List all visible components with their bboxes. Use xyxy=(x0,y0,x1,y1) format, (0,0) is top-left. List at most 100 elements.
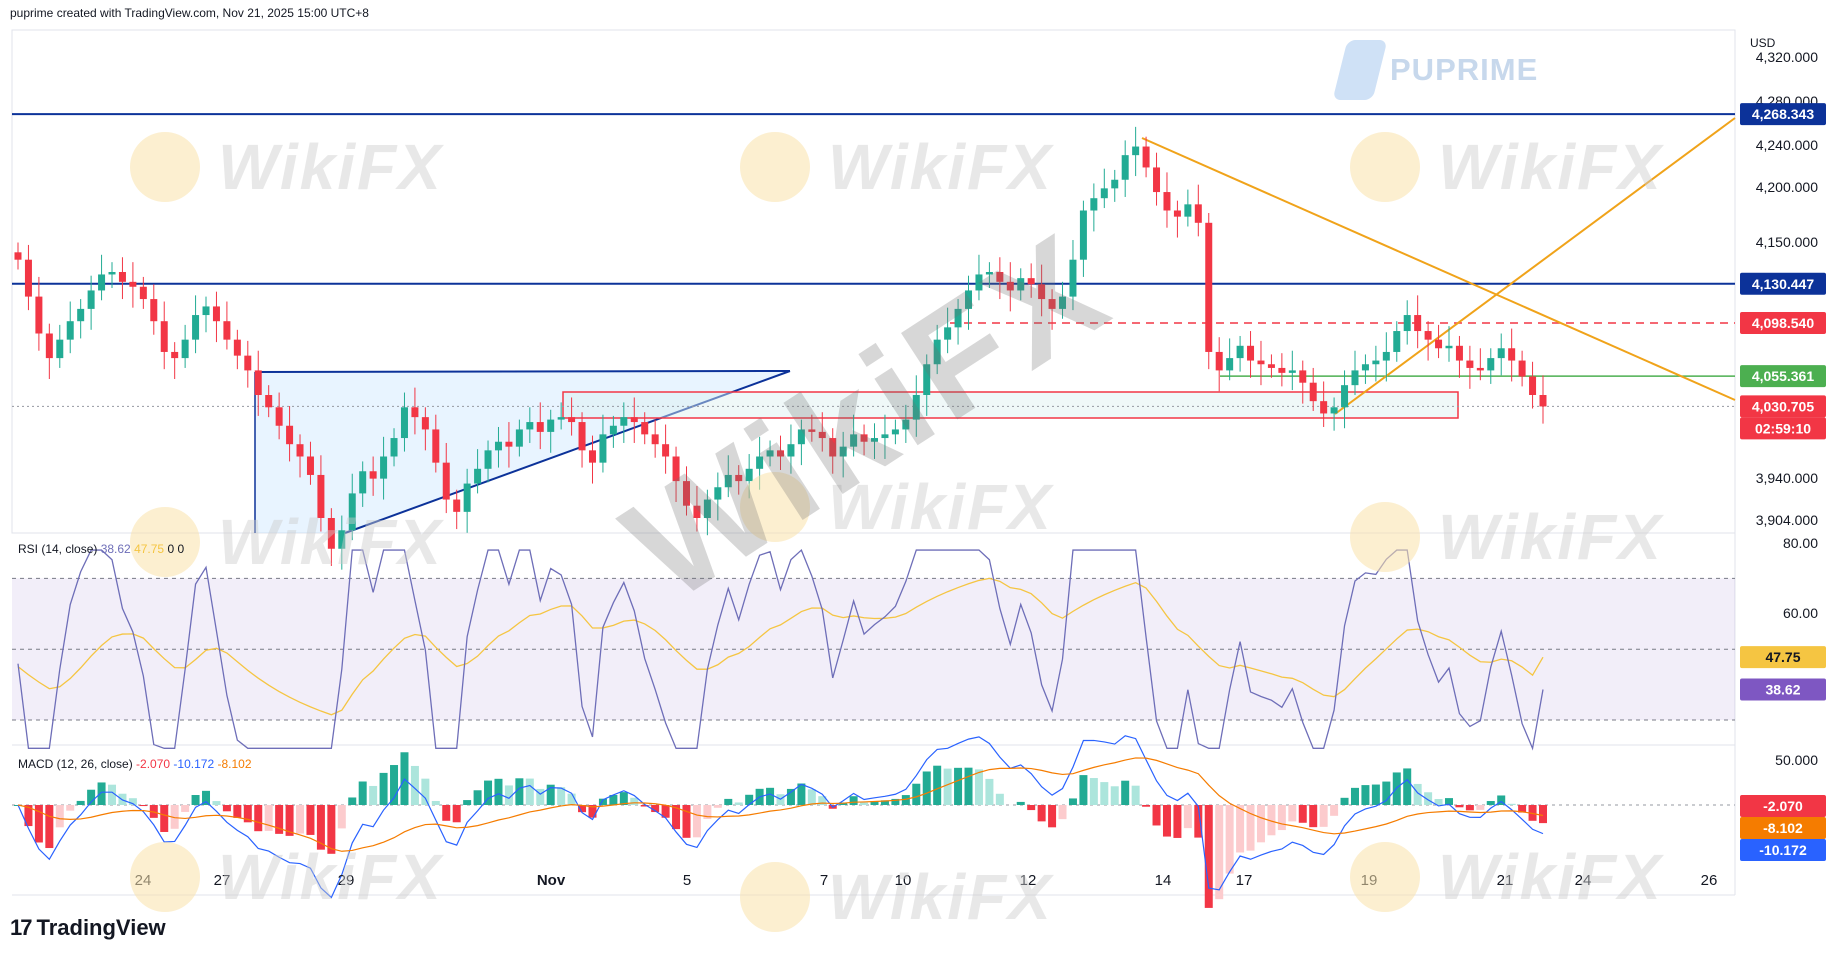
candle-body xyxy=(1038,284,1046,300)
candle xyxy=(442,442,450,514)
macd-histogram-bar xyxy=(682,805,691,838)
candle-body xyxy=(212,306,220,322)
candle-body xyxy=(902,419,910,430)
rsi-ma-value: 47.75 xyxy=(134,542,165,556)
price-tag-upper-resistance-text: 4,268.343 xyxy=(1752,106,1814,122)
price-tag-last-price: 4,030.705 xyxy=(1740,395,1826,418)
macd-histogram-bar xyxy=(1424,792,1433,805)
candle xyxy=(871,423,879,459)
candle xyxy=(1487,348,1495,384)
candle xyxy=(212,291,220,343)
candle-body xyxy=(411,407,419,418)
candle-body xyxy=(1184,204,1192,217)
price-tag-green-level-bg xyxy=(1740,365,1826,388)
macd-histogram-bar xyxy=(1340,797,1349,805)
candle-body xyxy=(641,422,649,435)
candle xyxy=(1330,397,1338,431)
candle-body xyxy=(1163,192,1171,211)
macd-histogram-bar xyxy=(1162,805,1171,837)
macd-histogram-bar xyxy=(974,769,983,805)
candle-body xyxy=(1341,385,1349,408)
macd-histogram-bar xyxy=(358,781,367,805)
macd-histogram-bar xyxy=(1016,801,1025,805)
candle-body xyxy=(296,444,304,457)
candle-body xyxy=(369,471,377,479)
candle-body xyxy=(797,429,805,445)
candle xyxy=(359,461,367,507)
candle xyxy=(108,262,116,288)
macd-histogram-bar xyxy=(630,797,639,805)
candle xyxy=(1142,136,1150,178)
candle-body xyxy=(881,434,889,439)
candle-body xyxy=(609,425,617,435)
candle xyxy=(881,414,889,459)
candle xyxy=(682,466,690,516)
candle xyxy=(1288,350,1296,391)
macd-histogram-bar xyxy=(1403,768,1412,805)
candle-body xyxy=(223,321,231,340)
candle-body xyxy=(1414,315,1422,332)
candle-body xyxy=(965,290,973,309)
candle-body xyxy=(933,339,941,365)
candle xyxy=(1393,321,1401,362)
macd-histogram-bar xyxy=(87,789,96,805)
candle-body xyxy=(923,364,931,395)
macd-histogram-bar xyxy=(536,788,545,805)
macd-histogram-bar xyxy=(1350,787,1359,805)
candle xyxy=(1163,172,1171,228)
candle-body xyxy=(620,417,628,426)
rsi-value-tag: 38.62 xyxy=(1740,678,1826,701)
macd-histogram-bar xyxy=(1298,805,1307,823)
candle-body xyxy=(56,339,64,359)
macd-histogram-bar xyxy=(1194,805,1203,838)
macd-histogram-bar xyxy=(567,793,576,805)
macd-histogram-bar xyxy=(390,765,399,805)
candle-body xyxy=(484,450,492,469)
candle-body xyxy=(1435,339,1443,349)
macd-histogram-bar xyxy=(880,800,889,805)
candle-body xyxy=(1403,315,1411,332)
currency-label: USD xyxy=(1750,36,1776,50)
candle xyxy=(933,324,941,375)
macd-histogram-bar xyxy=(891,798,900,805)
macd-histogram-bar xyxy=(985,778,994,805)
tradingview-brand[interactable]: 17 TradingView xyxy=(10,915,166,941)
macd-value-tag-bg xyxy=(1740,839,1826,861)
macd-histogram-bar xyxy=(1319,805,1328,827)
macd-histogram-bar xyxy=(672,805,681,830)
candle-body xyxy=(87,290,95,309)
candle-body xyxy=(1226,358,1234,371)
macd-histogram-bar xyxy=(504,785,513,805)
candle xyxy=(1361,354,1369,384)
candle xyxy=(14,242,22,270)
candle xyxy=(1205,212,1213,370)
candle xyxy=(327,508,335,566)
macd-histogram-bar xyxy=(1256,805,1265,843)
macd-histogram-bar xyxy=(745,794,754,805)
macd-histogram-bar xyxy=(786,788,795,805)
candle xyxy=(1320,381,1328,427)
candle xyxy=(745,454,753,499)
candle xyxy=(766,440,774,467)
countdown-tag-bg xyxy=(1740,417,1826,440)
price-axis-tick: 3,904.000 xyxy=(1756,512,1818,528)
candle xyxy=(463,468,471,533)
candle xyxy=(1048,289,1056,330)
x-axis-label: 12 xyxy=(1020,872,1037,889)
price-tag-dashed-level-text: 4,098.540 xyxy=(1752,315,1814,331)
candle-body xyxy=(975,274,983,291)
macd-histogram-bar xyxy=(1330,805,1339,816)
macd-histogram-bar xyxy=(807,789,816,805)
candle xyxy=(1539,375,1547,424)
macd-histogram-bar xyxy=(108,784,117,805)
x-axis-label: 14 xyxy=(1155,872,1172,889)
price-tag-dashed-level-bg xyxy=(1740,311,1826,334)
candle xyxy=(1215,337,1223,392)
candle-body xyxy=(515,429,523,447)
candle-body xyxy=(1309,382,1317,402)
macd-histogram-bar xyxy=(222,805,231,812)
candle xyxy=(839,431,847,478)
price-axis-tick: 3,940.000 xyxy=(1756,470,1818,486)
candle xyxy=(1466,345,1474,389)
